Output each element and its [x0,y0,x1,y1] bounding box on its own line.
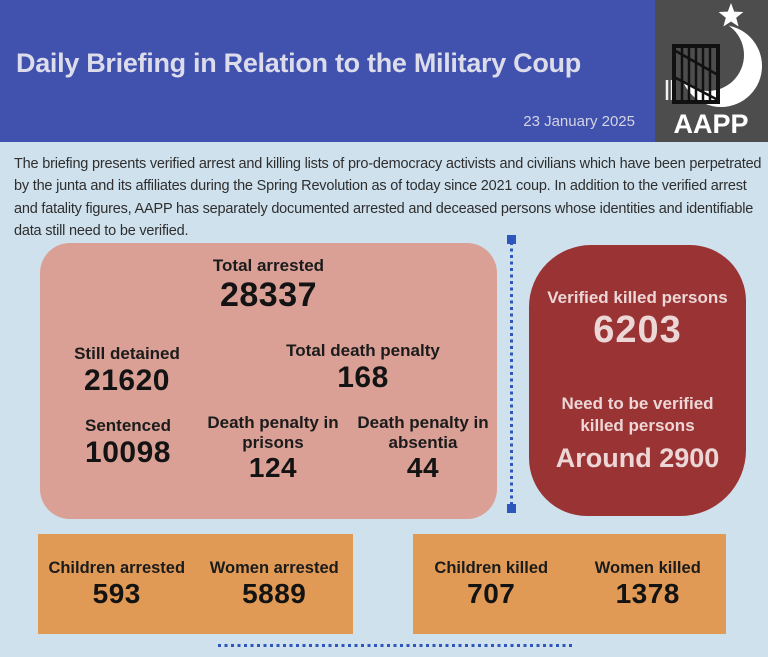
stat-value: 707 [467,577,516,609]
stat-value: 6203 [593,309,682,352]
stat-label: Verified killed persons [547,288,728,307]
prison-gate-icon [672,44,720,104]
dotted-vertical-divider [507,235,516,513]
stat-sentenced: Sentenced 10098 [58,416,198,470]
stat-label: Sentenced [85,416,171,435]
stat-value: 1378 [615,577,680,609]
stat-label: Children arrested [48,558,186,577]
stat-label: Total death penalty [286,341,440,360]
stat-label: Still detained [74,344,180,363]
stat-value: 168 [337,360,389,394]
stat-death-penalty-absentia: Death penalty in absentia 44 [353,413,493,484]
page-title: Daily Briefing in Relation to the Milita… [16,48,581,78]
stat-value: 28337 [219,275,318,314]
stat-value: 5889 [242,577,307,609]
intro-paragraph: The briefing presents verified arrest an… [14,156,762,240]
arrested-demographics-box: Children arrested 593 Women arrested 588… [38,534,353,634]
stat-women-killed: Women killed 1378 [570,559,727,610]
stat-verified-killed: Verified killed persons 6203 [529,287,746,352]
killed-demographics-box: Children killed 707 Women killed 1378 [413,534,726,634]
stat-women-arrested: Women arrested 5889 [196,559,354,610]
stat-label: Need to be verified killed persons [561,394,714,436]
header-banner: Daily Briefing in Relation to the Milita… [0,0,768,142]
stat-children-killed: Children killed 707 [413,559,570,610]
stat-total-death-penalty: Total death penalty 168 [273,341,453,395]
dotted-bottom-rule [218,644,574,647]
stat-children-arrested: Children arrested 593 [38,559,196,610]
stat-value: 10098 [85,435,171,469]
briefing-date: 23 January 2025 [523,113,635,130]
stat-label: Children killed [434,558,549,577]
stat-total-arrested: Total arrested 28337 [40,256,497,315]
stat-label: Death penalty in prisons [207,413,339,452]
aapp-logo: AAPP [655,0,768,142]
stat-value: Around 2900 [555,443,720,474]
stat-label: Women arrested [209,558,339,577]
stat-unverified-killed: Need to be verified killed persons Aroun… [553,393,722,474]
aapp-logo-icon: AAPP [665,3,762,139]
stat-still-detained: Still detained 21620 [47,344,207,398]
stat-label: Women killed [594,558,701,577]
logo-wordmark: AAPP [673,109,748,139]
stat-value: 21620 [84,363,170,397]
arrest-stats-panel: Total arrested 28337 Still detained 2162… [40,243,497,519]
stat-label: Death penalty in absentia [357,413,489,452]
stat-value: 44 [406,452,440,484]
star-icon [718,3,744,27]
stat-value: 593 [92,577,141,609]
hatch-bars-icon [665,80,674,100]
killed-stats-panel: Verified killed persons 6203 Need to be … [529,245,746,516]
stat-label: Total arrested [212,256,325,275]
stat-value: 124 [248,452,298,484]
stat-death-penalty-prisons: Death penalty in prisons 124 [203,413,343,484]
